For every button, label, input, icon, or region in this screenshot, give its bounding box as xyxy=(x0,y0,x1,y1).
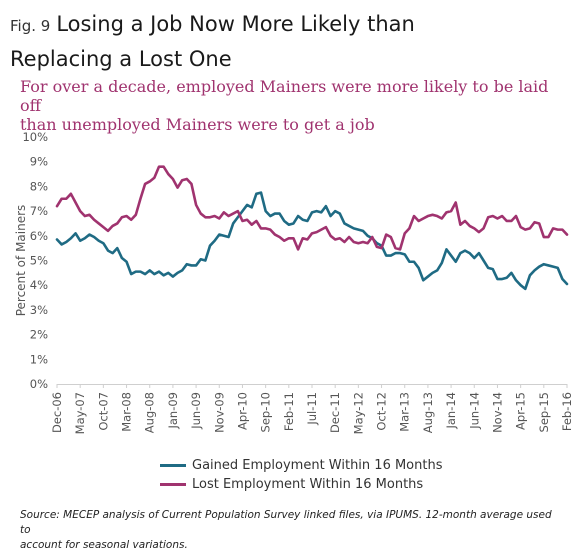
chart-series xyxy=(55,165,569,291)
y-tick-label: 6% xyxy=(30,229,48,243)
series-line-lost xyxy=(55,165,569,251)
chart-title-line-1: Fig. 9 Losing a Job Now More Likely than xyxy=(10,8,570,43)
y-tick-label: 4% xyxy=(30,278,48,292)
y-tick-label: 5% xyxy=(30,254,48,268)
x-tick-label: Mar-08 xyxy=(120,392,134,432)
chart-title-text-1: Losing a Job Now More Likely than xyxy=(56,12,415,36)
chart-axes: 0% 1% 2% 3% 4% 5% 6% 7% 8% 9% 10% Percent of Mainer… xyxy=(14,130,574,434)
chart-title-block: Fig. 9 Losing a Job Now More Likely than … xyxy=(10,8,570,76)
y-tick-label: 8% xyxy=(30,179,48,193)
x-tick-label: Jul-11 xyxy=(305,392,319,426)
y-tick-label: 2% xyxy=(30,328,48,342)
x-tick-label: Dec-11 xyxy=(328,392,342,433)
x-tick-label: May-07 xyxy=(73,392,87,434)
legend-swatch-gained xyxy=(160,464,186,467)
source-note: Source: MECEP analysis of Current Popula… xyxy=(20,508,565,553)
x-tick-label: Aug-08 xyxy=(143,392,157,433)
series-line-gained xyxy=(55,191,569,291)
y-tick-label: 3% xyxy=(30,303,48,317)
x-tick-label: Feb-11 xyxy=(282,392,296,431)
y-tick-label: 7% xyxy=(30,204,48,218)
legend-item-lost: Lost Employment Within 16 Months xyxy=(160,475,443,494)
legend-label-lost: Lost Employment Within 16 Months xyxy=(192,477,424,492)
x-tick-label: Nov-14 xyxy=(490,392,504,433)
chart-subtitle: For over a decade, employed Mainers were… xyxy=(20,77,570,134)
x-tick-label: Jan-14 xyxy=(444,392,458,430)
legend-swatch-lost xyxy=(160,483,186,486)
x-tick-label: Oct-07 xyxy=(96,392,110,431)
y-tick-label: 9% xyxy=(30,155,48,169)
y-tick-label: 1% xyxy=(30,352,48,366)
chart-subtitle-line-1: For over a decade, employed Mainers were… xyxy=(20,77,549,115)
x-tick-label: Sep-15 xyxy=(537,392,551,432)
chart-legend: Gained Employment Within 16 Months Lost … xyxy=(160,456,443,494)
legend-item-gained: Gained Employment Within 16 Months xyxy=(160,456,443,475)
legend-label-gained: Gained Employment Within 16 Months xyxy=(192,458,443,473)
x-tick-label: Aug-13 xyxy=(421,392,435,433)
figure-label: Fig. 9 xyxy=(10,17,51,35)
x-tick-label: Dec-06 xyxy=(50,392,64,433)
x-tick-label: Sep-10 xyxy=(259,392,273,432)
x-tick-label: May-12 xyxy=(351,392,365,434)
x-tick-label: Mar-13 xyxy=(398,392,412,432)
x-tick-label: Apr-15 xyxy=(514,392,528,430)
x-tick-label: Jan-09 xyxy=(166,392,180,430)
source-note-line-2: account for seasonal variations. xyxy=(20,539,188,551)
x-tick-label: Nov-09 xyxy=(212,392,226,433)
y-axis-label: Percent of Mainers xyxy=(14,205,28,317)
x-tick-label: Feb-16 xyxy=(560,392,574,431)
chart-title-line-2: Replacing a Lost One xyxy=(10,47,232,71)
chart-subtitle-line-2: than unemployed Mainers were to get a jo… xyxy=(20,115,375,134)
source-note-line-1: Source: MECEP analysis of Current Popula… xyxy=(20,509,552,536)
x-tick-label: Jun-14 xyxy=(467,392,481,430)
y-tick-label: 0% xyxy=(30,377,48,391)
y-tick-label: 10% xyxy=(22,130,48,144)
x-tick-label: Jun-09 xyxy=(189,392,203,430)
x-tick-label: Apr-10 xyxy=(235,392,249,430)
x-tick-label: Oct-12 xyxy=(375,392,389,431)
